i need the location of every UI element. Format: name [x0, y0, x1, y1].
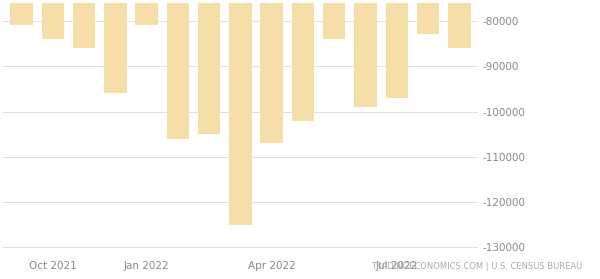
- Bar: [386, 0, 408, 98]
- Bar: [41, 0, 64, 39]
- Bar: [10, 0, 33, 25]
- Bar: [292, 0, 314, 121]
- Bar: [198, 0, 220, 134]
- Bar: [167, 0, 189, 139]
- Bar: [417, 0, 439, 35]
- Text: TRADINGECONOMICS.COM | U.S. CENSUS BUREAU: TRADINGECONOMICS.COM | U.S. CENSUS BUREA…: [371, 262, 582, 271]
- Bar: [104, 0, 127, 93]
- Bar: [354, 0, 377, 107]
- Bar: [136, 0, 158, 25]
- Bar: [229, 0, 251, 225]
- Bar: [448, 0, 470, 48]
- Bar: [260, 0, 283, 143]
- Bar: [323, 0, 346, 39]
- Bar: [73, 0, 95, 48]
